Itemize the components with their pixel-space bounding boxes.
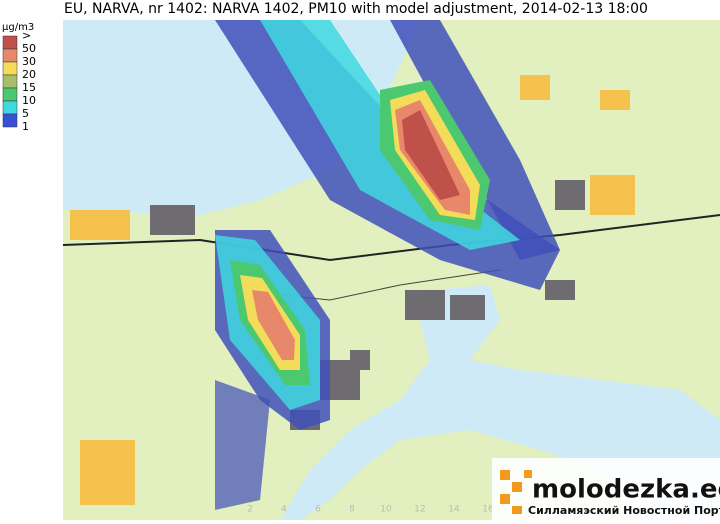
map-title: EU, NARVA, nr 1402: NARVA 1402, PM10 wit… [64, 1, 648, 17]
legend-swatch [2, 87, 18, 102]
fields [70, 75, 635, 505]
scale-label: 14 [448, 505, 460, 515]
legend-unit: µg/m3 [2, 22, 34, 33]
legend-swatch [2, 61, 18, 76]
pm10-plume [215, 20, 560, 510]
scale-label: 16 [482, 505, 494, 515]
legend-label: 1 [22, 120, 29, 133]
scale-label: 6 [315, 505, 321, 515]
scale-label: 2 [247, 505, 253, 515]
legend-swatch [2, 113, 18, 128]
scale-label: 8 [349, 505, 355, 515]
legend-swatch [2, 100, 18, 115]
legend-label: 15 [22, 81, 36, 94]
watermark-tagline: Силламяэский Новостной Портал [528, 504, 720, 517]
scale-label: 4 [281, 505, 287, 515]
legend-swatch [2, 35, 18, 50]
legend-label: 30 [22, 55, 36, 68]
watermark-site: molodezka.ee [532, 475, 720, 505]
scale-bar: 2 4 6 8 10 12 14 16 [247, 505, 494, 515]
legend-label: 50 [22, 42, 36, 55]
scale-label: 10 [380, 505, 392, 515]
legend-label: > [22, 29, 31, 42]
legend-label: 10 [22, 94, 36, 107]
legend-label: 20 [22, 68, 36, 81]
legend-swatch [2, 74, 18, 89]
map: 2 4 6 8 10 12 14 16 [62, 20, 720, 520]
road [62, 214, 720, 262]
watermark: molodezka.ee Силламяэский Новостной Порт… [492, 458, 720, 520]
legend-swatch [2, 48, 18, 63]
scale-label: 12 [414, 505, 425, 515]
legend-label: 5 [22, 107, 29, 120]
